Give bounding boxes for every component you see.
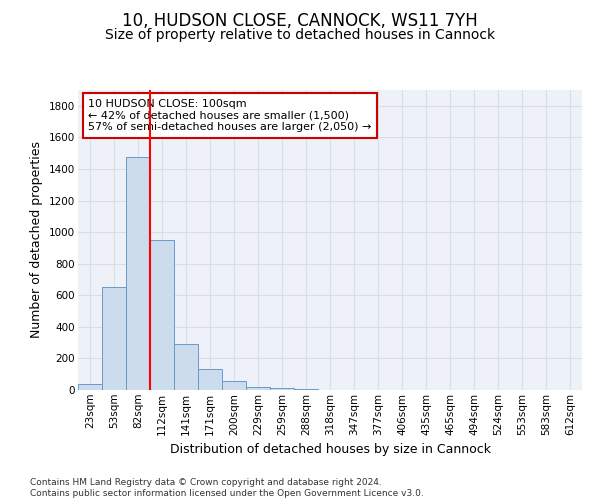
Bar: [102, 288, 126, 390]
Bar: [222, 380, 246, 390]
Bar: [174, 344, 198, 390]
Bar: [270, 388, 294, 390]
Text: 10, HUDSON CLOSE, CANNOCK, WS11 7YH: 10, HUDSON CLOSE, CANNOCK, WS11 7YH: [122, 12, 478, 30]
Text: Size of property relative to detached houses in Cannock: Size of property relative to detached ho…: [105, 28, 495, 42]
Bar: [150, 240, 174, 390]
Bar: [294, 389, 318, 390]
X-axis label: Distribution of detached houses by size in Cannock: Distribution of detached houses by size …: [170, 443, 491, 456]
Text: Contains HM Land Registry data © Crown copyright and database right 2024.
Contai: Contains HM Land Registry data © Crown c…: [30, 478, 424, 498]
Bar: [246, 387, 270, 390]
Text: 10 HUDSON CLOSE: 100sqm
← 42% of detached houses are smaller (1,500)
57% of semi: 10 HUDSON CLOSE: 100sqm ← 42% of detache…: [88, 99, 371, 132]
Bar: [78, 384, 102, 390]
Bar: [198, 370, 222, 390]
Bar: [126, 157, 150, 390]
Y-axis label: Number of detached properties: Number of detached properties: [31, 142, 43, 338]
